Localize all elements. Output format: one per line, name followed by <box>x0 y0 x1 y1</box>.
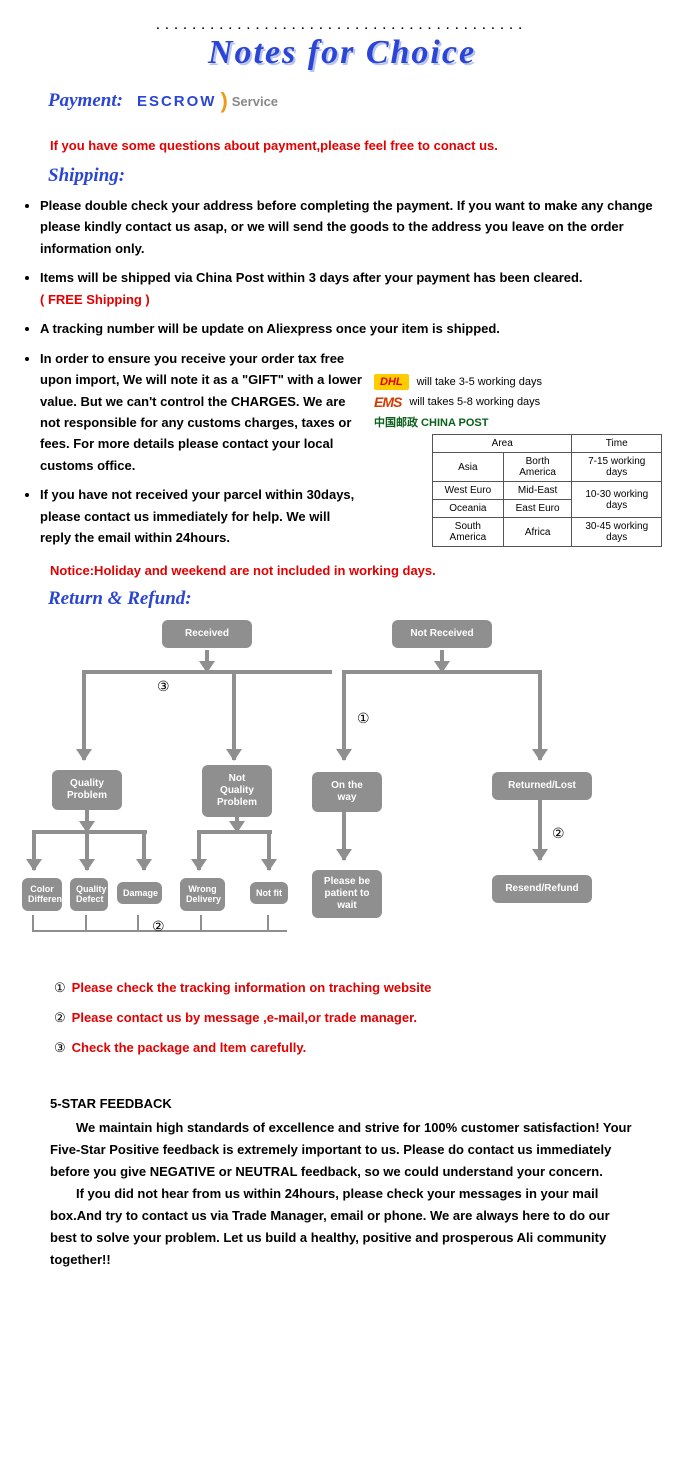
cell: Oceania <box>433 500 504 518</box>
time-th: Time <box>572 435 662 453</box>
feedback-p2: If you did not hear from us within 24hou… <box>50 1183 638 1271</box>
shipping-side-panel: DHL will take 3-5 working days EMS will … <box>374 370 664 547</box>
area-table: AreaTime AsiaBorth America7-15 working d… <box>432 434 662 547</box>
page-title: Notes for Choice <box>20 34 664 72</box>
connector <box>82 670 86 760</box>
node-received: Received <box>162 620 252 648</box>
node-not-fit: Not fit <box>250 882 288 905</box>
node-quality: Quality Problem <box>52 770 122 810</box>
chinapost-logo: 中国邮政 CHINA POST <box>374 414 489 430</box>
escrow-logo: ESCROW ) Service <box>137 93 278 110</box>
connector <box>85 915 87 930</box>
return-heading: Return & Refund: <box>48 588 664 610</box>
cell: East Euro <box>503 500 572 518</box>
circled-3: ③ <box>157 678 170 695</box>
escrow-word: ESCROW <box>137 93 217 110</box>
cell: West Euro <box>433 482 504 500</box>
connector <box>538 670 542 760</box>
connector <box>267 915 269 930</box>
connector <box>267 830 271 870</box>
node-please-wait: Please be patient to wait <box>312 870 382 918</box>
connector <box>200 915 202 930</box>
connector <box>32 830 36 870</box>
node-damage: Damage <box>117 882 162 905</box>
top-dots: ........................................… <box>20 20 664 32</box>
ship-item-2: Items will be shipped via China Post wit… <box>40 267 664 310</box>
legend-2: ②Please contact us by message ,e-mail,or… <box>54 1010 664 1026</box>
connector <box>197 830 201 870</box>
connector <box>342 800 346 860</box>
node-not-received: Not Received <box>392 620 492 648</box>
free-shipping: ( FREE Shipping ) <box>40 292 150 307</box>
circled-2b: ② <box>552 825 565 842</box>
area-th: Area <box>433 435 572 453</box>
shipping-heading: Shipping: <box>48 165 664 187</box>
escrow-service: Service <box>232 94 278 109</box>
dhl-note: will take 3-5 working days <box>417 376 542 388</box>
node-returned: Returned/Lost <box>492 772 592 800</box>
chinapost-row: 中国邮政 CHINA POST <box>374 414 664 430</box>
cell: Mid-East <box>503 482 572 500</box>
cell: Borth America <box>503 453 572 482</box>
node-on-way: On the way <box>312 772 382 812</box>
feedback-heading: 5-STAR FEEDBACK <box>50 1096 664 1111</box>
cell: 10-30 working days <box>572 482 662 518</box>
connector <box>342 670 346 760</box>
cell: 7-15 working days <box>572 453 662 482</box>
ems-note: will takes 5-8 working days <box>409 396 540 408</box>
node-quality-defect: Quality Defect <box>70 878 108 912</box>
circled-2a: ② <box>152 918 165 935</box>
cell: 30-45 working days <box>572 518 662 547</box>
ems-logo: EMS <box>374 394 401 410</box>
node-color-diff: Color Difference <box>22 878 62 912</box>
connector <box>235 815 239 832</box>
payment-question-line: If you have some questions about payment… <box>50 138 664 153</box>
holiday-notice: Notice:Holiday and weekend are not inclu… <box>50 563 664 578</box>
dhl-row: DHL will take 3-5 working days <box>374 374 664 390</box>
connector <box>440 650 444 672</box>
ship-item-3: A tracking number will be update on Alie… <box>40 318 664 339</box>
dhl-logo: DHL <box>374 374 409 390</box>
cell: Asia <box>433 453 504 482</box>
return-flowchart: Received ③ Quality Problem Not Quality P… <box>22 620 662 960</box>
node-wrong-delivery: Wrong Delivery <box>180 878 225 912</box>
connector <box>85 810 89 832</box>
connector <box>205 650 209 672</box>
circled-1: ① <box>357 710 370 727</box>
ems-row: EMS will takes 5-8 working days <box>374 394 664 410</box>
feedback-p1: We maintain high standards of excellence… <box>50 1117 638 1183</box>
ship-item-1: Please double check your address before … <box>40 195 664 259</box>
legend-1: ①Please check the tracking information o… <box>54 980 664 996</box>
legend-3: ③Check the package and ltem carefully. <box>54 1040 664 1056</box>
payment-heading: Payment: <box>48 90 123 112</box>
node-resend: Resend/Refund <box>492 875 592 903</box>
cell: South America <box>433 518 504 547</box>
escrow-arc-icon: ) <box>220 94 227 107</box>
node-not-quality: Not Quality Problem <box>202 765 272 817</box>
connector <box>85 830 89 870</box>
connector <box>232 670 236 760</box>
connector <box>32 915 34 930</box>
connector <box>142 830 146 870</box>
cell: Africa <box>503 518 572 547</box>
connector <box>137 915 139 930</box>
connector <box>538 800 542 860</box>
